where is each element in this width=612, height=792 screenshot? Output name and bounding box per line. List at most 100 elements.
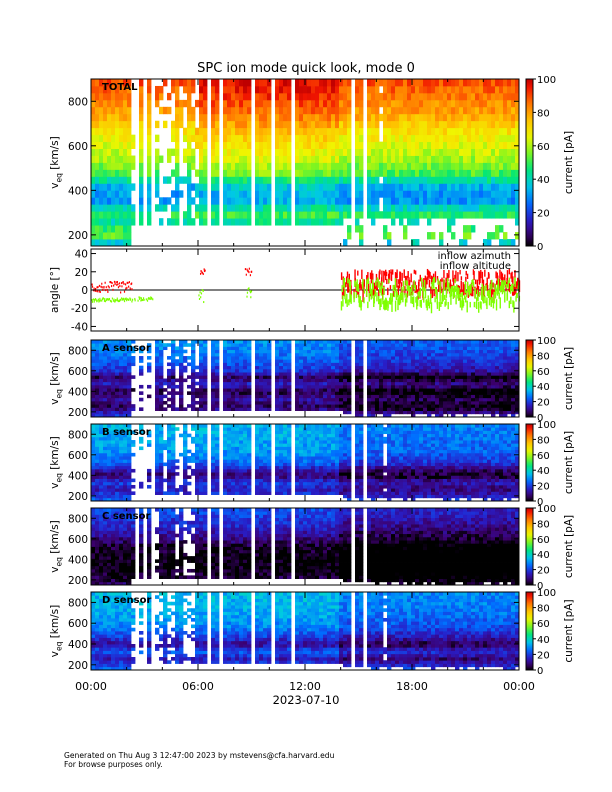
spectrogram-cell	[131, 362, 136, 367]
spectrogram-cell	[499, 120, 504, 129]
spectrogram-cell	[227, 183, 232, 191]
angle-point	[246, 268, 248, 271]
spectrogram-cell	[327, 359, 332, 363]
spectrogram-cell	[171, 120, 176, 129]
spectrogram-cell	[107, 340, 112, 344]
spectrogram-cell	[423, 381, 428, 386]
spectrogram-cell	[275, 134, 280, 143]
angle-point	[416, 296, 418, 302]
spectrogram-cell	[163, 381, 168, 386]
angle-point	[381, 281, 383, 289]
spectrogram-cell	[455, 397, 460, 402]
spectrogram-cell	[375, 362, 380, 367]
spectrogram-cell	[499, 356, 504, 360]
spectrogram-cell	[123, 413, 128, 418]
colorbar	[525, 339, 534, 418]
spectrogram-cell	[259, 92, 264, 101]
angle-point	[484, 269, 486, 277]
spectrogram-cell	[495, 343, 500, 347]
spectrogram-cell	[119, 391, 124, 395]
spectrogram-cell	[279, 404, 284, 408]
spectrogram-cell	[499, 225, 504, 233]
spectrogram-cell	[415, 356, 420, 360]
spectrogram-cell	[387, 197, 392, 205]
spectrogram-cell	[243, 141, 248, 149]
spectrogram-cell	[483, 397, 488, 402]
spectrogram-cell	[511, 391, 516, 395]
spectrogram-cell	[343, 155, 348, 163]
spectrogram-cell	[503, 204, 508, 212]
spectrogram-cell	[211, 381, 216, 386]
spectrogram-cell	[243, 218, 248, 226]
spectrogram-cell	[275, 141, 280, 149]
spectrogram-cell	[343, 375, 348, 379]
spectrogram-cell	[215, 211, 220, 219]
spectrogram-cell	[415, 394, 420, 399]
spectrogram-cell	[451, 190, 456, 198]
spectrogram-cell	[475, 381, 480, 386]
spectrogram-cell	[479, 197, 484, 205]
spectrogram-cell	[415, 365, 420, 370]
spectrogram-cell	[475, 359, 480, 363]
angle-point	[248, 267, 250, 270]
spectrogram-cell	[263, 404, 268, 408]
spectrogram-cell	[111, 169, 116, 177]
spectrogram-cell	[223, 99, 228, 108]
spectrogram-cell	[467, 378, 472, 383]
spectrogram-cell	[119, 413, 124, 418]
angle-point	[201, 289, 203, 292]
spectrogram-cell	[467, 148, 472, 156]
spectrogram-cell	[275, 162, 280, 170]
spectrogram-cell	[99, 85, 104, 94]
spectrogram-cell	[339, 148, 344, 156]
spectrogram-cell	[359, 346, 364, 351]
angle-point	[438, 301, 441, 311]
spectrogram-cell	[283, 346, 288, 351]
angle-point	[480, 269, 482, 279]
spectrogram-cell	[267, 155, 272, 163]
spectrogram-cell	[479, 400, 484, 405]
spectrogram-cell	[463, 365, 468, 370]
angle-point	[448, 282, 450, 292]
spectrogram-cell	[487, 106, 492, 115]
angle-point	[405, 279, 407, 285]
spectrogram-cell	[379, 346, 384, 351]
spectrogram-cell	[147, 120, 152, 129]
spectrogram-cell	[395, 378, 400, 383]
spectrogram-cell	[91, 488, 96, 492]
spectrogram-cell	[479, 176, 484, 184]
spectrogram-cell	[187, 134, 192, 143]
spectrogram-cell	[327, 346, 332, 351]
spectrogram-cell	[111, 378, 116, 383]
spectrogram-cell	[319, 92, 324, 101]
spectrogram-cell	[459, 85, 464, 94]
spectrogram-cell	[99, 148, 104, 156]
spectrogram-cell	[419, 85, 424, 94]
spectrogram-cell	[259, 362, 264, 367]
spectrogram-cell	[223, 368, 228, 373]
spectrogram-cell	[483, 404, 488, 408]
spectrogram-cell	[431, 162, 436, 170]
spectrogram-cell	[395, 404, 400, 408]
spectrogram-cell	[379, 381, 384, 386]
spectrogram-cell	[479, 92, 484, 101]
spectrogram-cell	[451, 204, 456, 212]
spectrogram-cell	[395, 400, 400, 405]
spectrogram-cell	[475, 197, 480, 205]
spectrogram-cell	[199, 372, 204, 376]
spectrogram-cell	[459, 391, 464, 395]
spectrogram-cell	[167, 176, 172, 184]
spectrogram-cell	[459, 404, 464, 408]
spectrogram-cell	[411, 391, 416, 395]
spectrogram-cell	[247, 394, 252, 399]
spectrogram-cell	[407, 190, 412, 198]
spectrogram-cell	[91, 225, 96, 233]
spectrogram-cell	[359, 388, 364, 392]
angle-point	[426, 276, 428, 285]
spectrogram-cell	[275, 169, 280, 177]
spectrogram-cell	[299, 190, 304, 198]
spectrogram-cell	[187, 127, 192, 136]
spectrogram-cell	[175, 378, 180, 383]
spectrogram-cell	[299, 407, 304, 411]
spectrogram-cell	[235, 397, 240, 402]
